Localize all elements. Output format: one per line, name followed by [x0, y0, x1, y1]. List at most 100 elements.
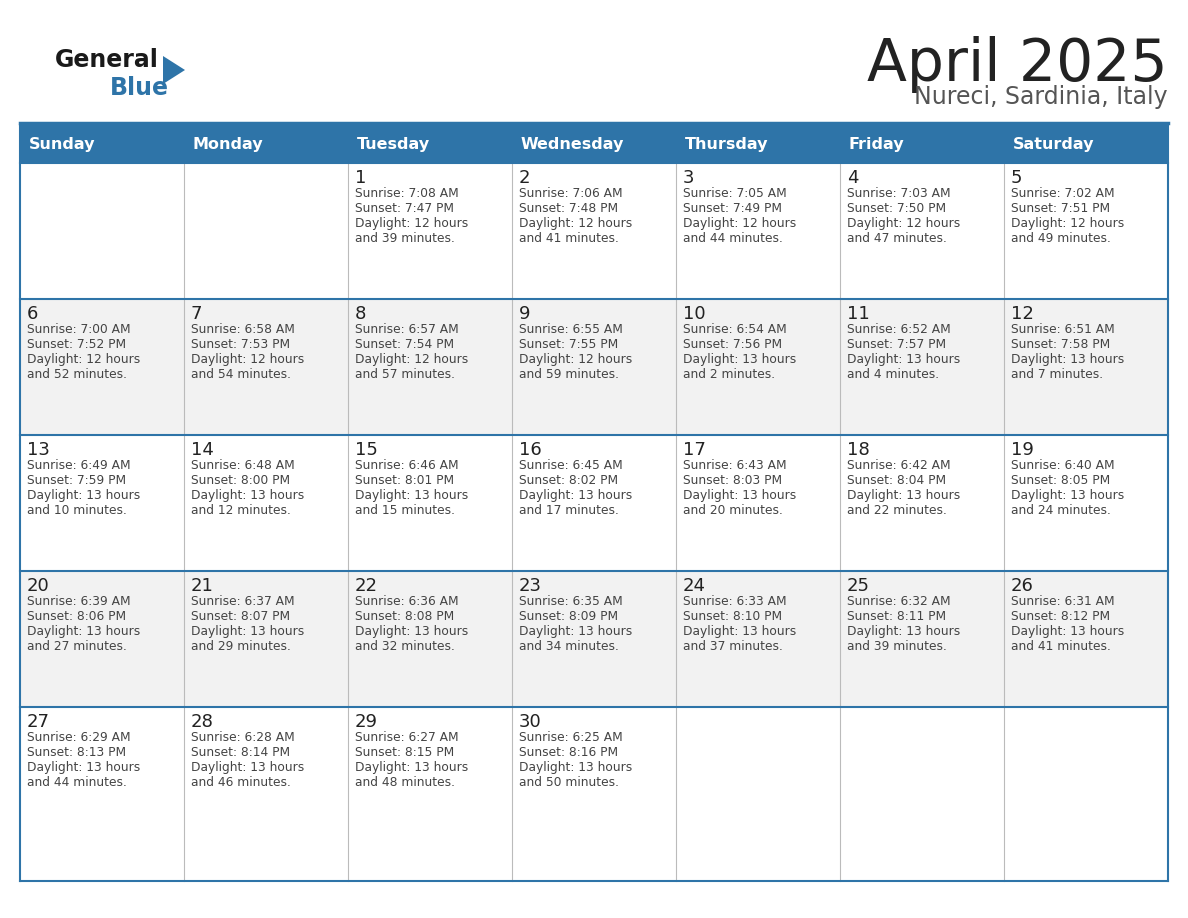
Text: 18: 18: [847, 441, 870, 459]
Text: Daylight: 12 hours: Daylight: 12 hours: [683, 217, 796, 230]
Text: Sunrise: 7:05 AM: Sunrise: 7:05 AM: [683, 187, 786, 200]
Text: Monday: Monday: [192, 137, 264, 151]
Text: 22: 22: [355, 577, 378, 595]
Text: Saturday: Saturday: [1013, 137, 1094, 151]
Text: and 24 minutes.: and 24 minutes.: [1011, 504, 1111, 517]
Text: Sunset: 7:49 PM: Sunset: 7:49 PM: [683, 202, 782, 215]
Text: Daylight: 12 hours: Daylight: 12 hours: [355, 353, 468, 366]
Text: 23: 23: [519, 577, 542, 595]
Text: Sunrise: 6:32 AM: Sunrise: 6:32 AM: [847, 595, 950, 608]
Text: and 39 minutes.: and 39 minutes.: [355, 232, 455, 245]
Text: Tuesday: Tuesday: [358, 137, 430, 151]
Text: Daylight: 13 hours: Daylight: 13 hours: [1011, 353, 1124, 366]
Text: 4: 4: [847, 169, 859, 187]
Text: 13: 13: [27, 441, 50, 459]
Text: Sunrise: 6:36 AM: Sunrise: 6:36 AM: [355, 595, 459, 608]
Text: Daylight: 13 hours: Daylight: 13 hours: [847, 353, 960, 366]
Bar: [512, 125, 676, 163]
Text: Daylight: 13 hours: Daylight: 13 hours: [519, 625, 632, 638]
Text: Sunset: 8:14 PM: Sunset: 8:14 PM: [191, 746, 290, 759]
Text: April 2025: April 2025: [867, 36, 1168, 93]
Text: Daylight: 13 hours: Daylight: 13 hours: [847, 489, 960, 502]
Text: Daylight: 13 hours: Daylight: 13 hours: [1011, 625, 1124, 638]
Text: 12: 12: [1011, 305, 1034, 323]
Text: Sunset: 8:08 PM: Sunset: 8:08 PM: [355, 610, 454, 623]
Text: Blue: Blue: [110, 76, 169, 100]
Text: and 37 minutes.: and 37 minutes.: [683, 640, 783, 653]
Text: Sunrise: 6:31 AM: Sunrise: 6:31 AM: [1011, 595, 1114, 608]
Text: Daylight: 13 hours: Daylight: 13 hours: [683, 625, 796, 638]
Text: and 17 minutes.: and 17 minutes.: [519, 504, 619, 517]
Text: and 34 minutes.: and 34 minutes.: [519, 640, 619, 653]
Text: Sunset: 8:13 PM: Sunset: 8:13 PM: [27, 746, 126, 759]
Text: and 50 minutes.: and 50 minutes.: [519, 776, 619, 789]
Text: 10: 10: [683, 305, 706, 323]
Text: Daylight: 13 hours: Daylight: 13 hours: [27, 761, 140, 774]
Text: 8: 8: [355, 305, 366, 323]
Text: Daylight: 13 hours: Daylight: 13 hours: [191, 489, 304, 502]
Text: Daylight: 13 hours: Daylight: 13 hours: [27, 625, 140, 638]
Text: Sunrise: 6:37 AM: Sunrise: 6:37 AM: [191, 595, 295, 608]
Text: Daylight: 13 hours: Daylight: 13 hours: [519, 761, 632, 774]
Text: Sunset: 8:15 PM: Sunset: 8:15 PM: [355, 746, 454, 759]
Text: 3: 3: [683, 169, 695, 187]
Text: 2: 2: [519, 169, 531, 187]
Text: and 46 minutes.: and 46 minutes.: [191, 776, 291, 789]
Text: and 41 minutes.: and 41 minutes.: [519, 232, 619, 245]
Text: and 59 minutes.: and 59 minutes.: [519, 368, 619, 381]
Text: 30: 30: [519, 713, 542, 731]
Text: Sunset: 7:57 PM: Sunset: 7:57 PM: [847, 338, 946, 351]
Text: Daylight: 13 hours: Daylight: 13 hours: [355, 761, 468, 774]
Text: Daylight: 12 hours: Daylight: 12 hours: [847, 217, 960, 230]
Text: Sunset: 8:11 PM: Sunset: 8:11 PM: [847, 610, 946, 623]
Text: and 15 minutes.: and 15 minutes.: [355, 504, 455, 517]
Text: and 57 minutes.: and 57 minutes.: [355, 368, 455, 381]
Text: Sunset: 8:12 PM: Sunset: 8:12 PM: [1011, 610, 1110, 623]
Text: Daylight: 12 hours: Daylight: 12 hours: [519, 353, 632, 366]
Text: and 49 minutes.: and 49 minutes.: [1011, 232, 1111, 245]
Text: Sunset: 7:58 PM: Sunset: 7:58 PM: [1011, 338, 1111, 351]
Text: Sunrise: 6:51 AM: Sunrise: 6:51 AM: [1011, 323, 1114, 336]
Text: and 4 minutes.: and 4 minutes.: [847, 368, 940, 381]
Text: Sunset: 7:53 PM: Sunset: 7:53 PM: [191, 338, 290, 351]
Text: Daylight: 13 hours: Daylight: 13 hours: [355, 489, 468, 502]
Text: Sunrise: 6:49 AM: Sunrise: 6:49 AM: [27, 459, 131, 472]
Text: 7: 7: [191, 305, 202, 323]
Text: 20: 20: [27, 577, 50, 595]
Text: Sunset: 8:06 PM: Sunset: 8:06 PM: [27, 610, 126, 623]
Bar: [20, 435, 1168, 571]
Text: Daylight: 13 hours: Daylight: 13 hours: [355, 625, 468, 638]
Text: Sunset: 8:16 PM: Sunset: 8:16 PM: [519, 746, 618, 759]
Text: Sunrise: 6:43 AM: Sunrise: 6:43 AM: [683, 459, 786, 472]
Text: Sunrise: 6:35 AM: Sunrise: 6:35 AM: [519, 595, 623, 608]
Text: 25: 25: [847, 577, 870, 595]
Text: Sunrise: 7:00 AM: Sunrise: 7:00 AM: [27, 323, 131, 336]
Text: 11: 11: [847, 305, 870, 323]
Text: Sunrise: 6:46 AM: Sunrise: 6:46 AM: [355, 459, 459, 472]
Text: Daylight: 12 hours: Daylight: 12 hours: [1011, 217, 1124, 230]
Text: 26: 26: [1011, 577, 1034, 595]
Text: Sunrise: 6:25 AM: Sunrise: 6:25 AM: [519, 731, 623, 744]
Text: Sunrise: 7:08 AM: Sunrise: 7:08 AM: [355, 187, 459, 200]
Bar: [348, 125, 512, 163]
Text: Sunrise: 6:28 AM: Sunrise: 6:28 AM: [191, 731, 295, 744]
Text: Sunrise: 6:40 AM: Sunrise: 6:40 AM: [1011, 459, 1114, 472]
Text: and 7 minutes.: and 7 minutes.: [1011, 368, 1104, 381]
Text: Sunset: 7:48 PM: Sunset: 7:48 PM: [519, 202, 618, 215]
Text: 15: 15: [355, 441, 378, 459]
Text: Daylight: 13 hours: Daylight: 13 hours: [27, 489, 140, 502]
Text: Sunset: 8:05 PM: Sunset: 8:05 PM: [1011, 474, 1111, 487]
Text: Thursday: Thursday: [685, 137, 769, 151]
Text: Sunrise: 6:52 AM: Sunrise: 6:52 AM: [847, 323, 950, 336]
Text: Sunset: 7:59 PM: Sunset: 7:59 PM: [27, 474, 126, 487]
Text: 21: 21: [191, 577, 214, 595]
Text: Daylight: 13 hours: Daylight: 13 hours: [847, 625, 960, 638]
Text: Daylight: 13 hours: Daylight: 13 hours: [191, 761, 304, 774]
Bar: [840, 125, 1004, 163]
Text: 1: 1: [355, 169, 366, 187]
Text: and 29 minutes.: and 29 minutes.: [191, 640, 291, 653]
Text: Sunset: 8:01 PM: Sunset: 8:01 PM: [355, 474, 454, 487]
Text: and 44 minutes.: and 44 minutes.: [683, 232, 783, 245]
Text: and 54 minutes.: and 54 minutes.: [191, 368, 291, 381]
Text: Sunrise: 6:33 AM: Sunrise: 6:33 AM: [683, 595, 786, 608]
